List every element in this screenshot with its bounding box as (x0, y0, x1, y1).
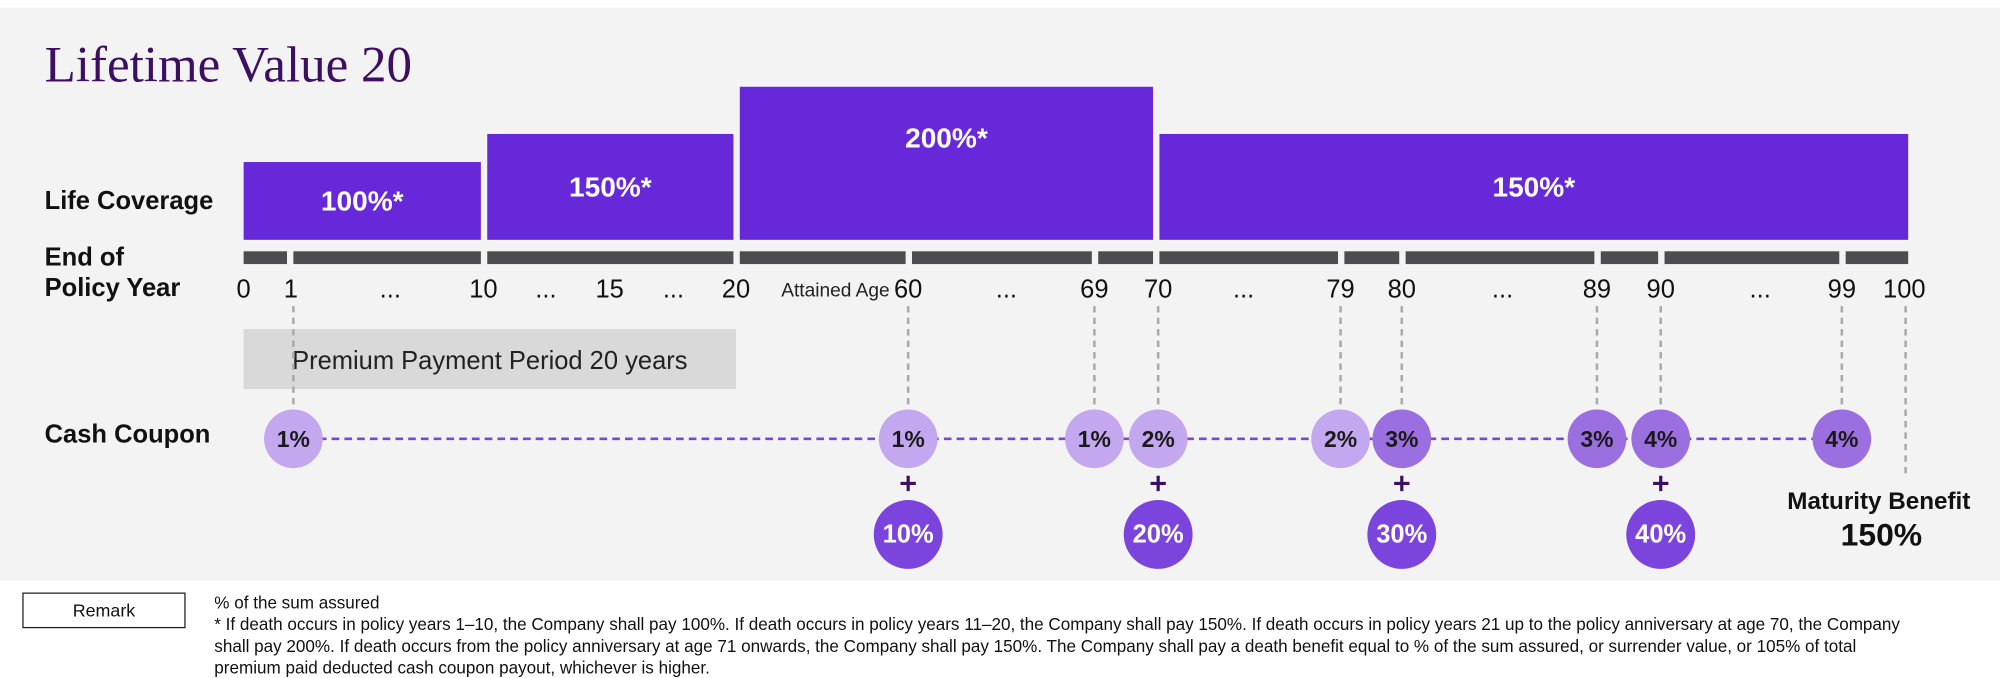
coupon-circle (878, 409, 938, 469)
coverage-bar (243, 162, 481, 240)
timeline-segment (1664, 251, 1840, 265)
coverage-bar (1159, 133, 1909, 240)
coupon-circle (1372, 409, 1432, 469)
coupon-label: 1% (1078, 426, 1111, 452)
remark-line: % of the sum assured (214, 593, 379, 612)
year-label: 60 (894, 276, 922, 304)
attained-age: Attained Age (781, 280, 889, 301)
remark-button-label[interactable]: Remark (73, 600, 136, 620)
timeline-segment (1405, 251, 1595, 265)
bonus-circle (1367, 500, 1437, 569)
bonus-circle (1123, 500, 1193, 569)
timeline-segment (1845, 251, 1909, 265)
bonus-label: 10% (883, 520, 934, 548)
remark-button[interactable] (22, 592, 186, 629)
timeline-segment (1600, 251, 1659, 265)
coverage-label: 150%* (1492, 171, 1575, 202)
title: Lifetime Value 20 (45, 38, 412, 94)
coupon-label: 3% (1385, 426, 1418, 452)
remark-line: shall pay 200%. If death occurs from the… (214, 637, 1856, 656)
year-label: ... (380, 276, 401, 304)
year-label: 79 (1326, 276, 1354, 304)
coupon-label: 1% (892, 426, 925, 452)
plus-sign (900, 475, 916, 492)
coupon-label: 2% (1324, 426, 1357, 452)
year-label: 70 (1144, 276, 1172, 304)
coupon-label: 4% (1825, 426, 1858, 452)
coverage-bar (487, 133, 734, 240)
remark-line: * If death occurs in policy years 1–10, … (214, 615, 1900, 634)
coupon-circle (264, 409, 323, 469)
row-label: Policy Year (45, 274, 181, 302)
timeline-segment (739, 251, 906, 265)
coupon-label: 2% (1142, 426, 1175, 452)
maturity-label: Maturity Benefit (1787, 488, 1970, 515)
timeline-segment (1159, 251, 1339, 265)
plus-sign (1150, 475, 1166, 492)
premium-box (243, 329, 736, 390)
bonus-label: 30% (1376, 520, 1427, 548)
year-label: ... (1233, 276, 1254, 304)
year-label: 10 (469, 276, 497, 304)
coupon-circle (1065, 409, 1124, 469)
year-label: 69 (1080, 276, 1108, 304)
row-label: Life Coverage (45, 187, 214, 215)
timeline-segment (1098, 251, 1154, 265)
year-label: 90 (1647, 276, 1675, 304)
year-label: 99 (1828, 276, 1856, 304)
bonus-circle (1626, 500, 1696, 569)
timeline-segment (487, 251, 734, 265)
year-label: ... (663, 276, 684, 304)
year-label: 1 (284, 276, 298, 304)
coupon-label: 4% (1644, 426, 1677, 452)
year-label: 20 (722, 276, 750, 304)
timeline-segment (911, 251, 1092, 265)
year-label: 0 (237, 276, 251, 304)
year-label: 89 (1583, 276, 1611, 304)
timeline-segment (243, 251, 287, 265)
year-label: ... (535, 276, 556, 304)
timeline-segment (1344, 251, 1400, 265)
remark-line: premium paid deducted cash coupon payout… (214, 659, 710, 678)
coverage-label: 200%* (905, 122, 988, 153)
year-label: 80 (1388, 276, 1416, 304)
year-label: 15 (596, 276, 624, 304)
year-label: ... (1750, 276, 1771, 304)
plus-sign (1394, 475, 1410, 492)
premium-period: Premium Payment Period 20 years (292, 347, 687, 375)
coupon-circle (1128, 409, 1188, 469)
bonus-label: 20% (1133, 520, 1184, 548)
coverage-label: 100%* (321, 185, 404, 216)
coupon-circle (1631, 409, 1691, 469)
coverage-label: 150%* (569, 171, 652, 202)
maturity-value: 150% (1841, 516, 1923, 552)
coupon-circle (1311, 409, 1370, 469)
coupon-label: 1% (277, 426, 310, 452)
row-label: End of (45, 243, 125, 271)
bonus-label: 40% (1635, 520, 1686, 548)
plus-sign (1653, 475, 1669, 492)
year-label: ... (996, 276, 1017, 304)
coupon-label: 3% (1580, 426, 1613, 452)
year-label: 100 (1883, 276, 1926, 304)
year-label: ... (1492, 276, 1513, 304)
coupon-circle (1812, 409, 1872, 469)
timeline-segment (293, 251, 481, 265)
row-label: Cash Coupon (45, 421, 211, 449)
coupon-circle (1567, 409, 1627, 469)
bonus-circle (873, 500, 943, 569)
coverage-bar (739, 86, 1154, 240)
